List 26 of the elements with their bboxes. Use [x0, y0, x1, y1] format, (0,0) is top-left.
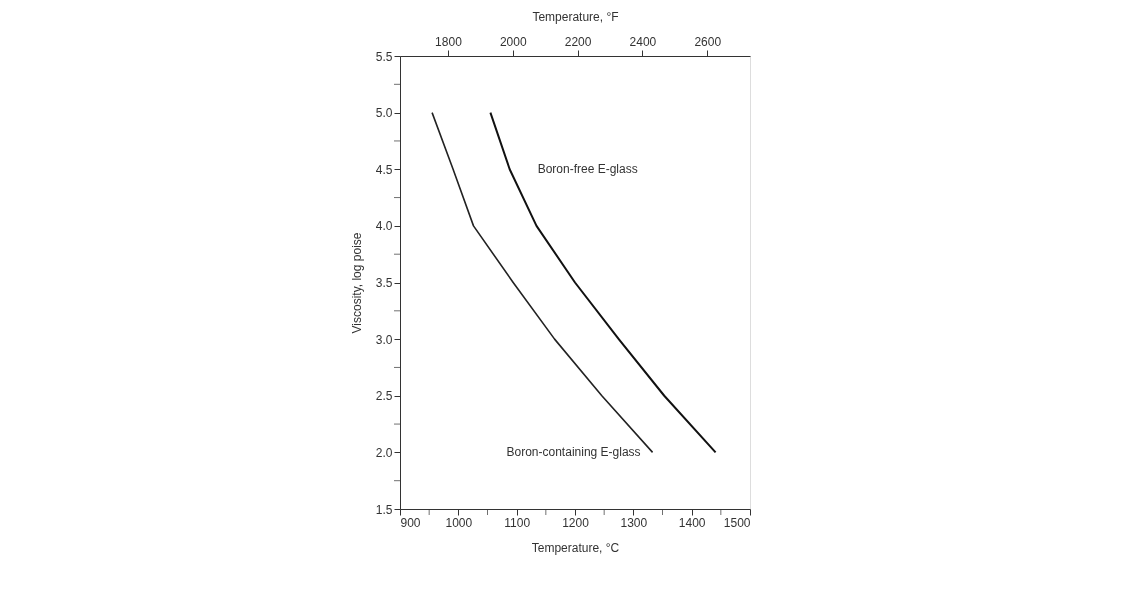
- series-label: Boron-free E-glass: [537, 162, 638, 177]
- x-tick-label: 1000: [445, 515, 473, 530]
- x2-tick-label: 2600: [694, 34, 722, 49]
- x-tick-label: 1200: [562, 515, 590, 530]
- x-tick-label: 900: [400, 515, 421, 530]
- y-tick-label: 4.0: [375, 219, 393, 234]
- y-tick-label: 2.0: [375, 445, 393, 460]
- y-tick-label: 4.5: [375, 162, 393, 177]
- series-label: Boron-containing E-glass: [506, 445, 641, 460]
- y-tick-label: 3.5: [375, 276, 393, 290]
- y-tick-label: 3.0: [375, 332, 393, 347]
- x2-tick-label: 2200: [564, 34, 592, 49]
- x-tick-label: 1100: [504, 515, 531, 530]
- x-axis-title: Temperature, °C: [531, 540, 620, 555]
- x2-tick-label: 1800: [435, 34, 463, 49]
- y-axis-title: Viscosity, log poise: [349, 232, 364, 334]
- y-tick-label: 5.5: [375, 49, 393, 64]
- y-tick-label: 5.0: [375, 106, 393, 121]
- x2-axis-title: Temperature, °F: [532, 9, 619, 24]
- x2-tick-label: 2000: [499, 34, 527, 49]
- y-tick-label: 1.5: [375, 502, 393, 517]
- y-tick-label: 2.5: [375, 389, 393, 404]
- x-tick-label: 1500: [723, 515, 751, 530]
- x2-tick-label: 2400: [629, 34, 657, 49]
- x-tick-label: 1300: [620, 515, 648, 530]
- x-tick-label: 1400: [678, 515, 706, 530]
